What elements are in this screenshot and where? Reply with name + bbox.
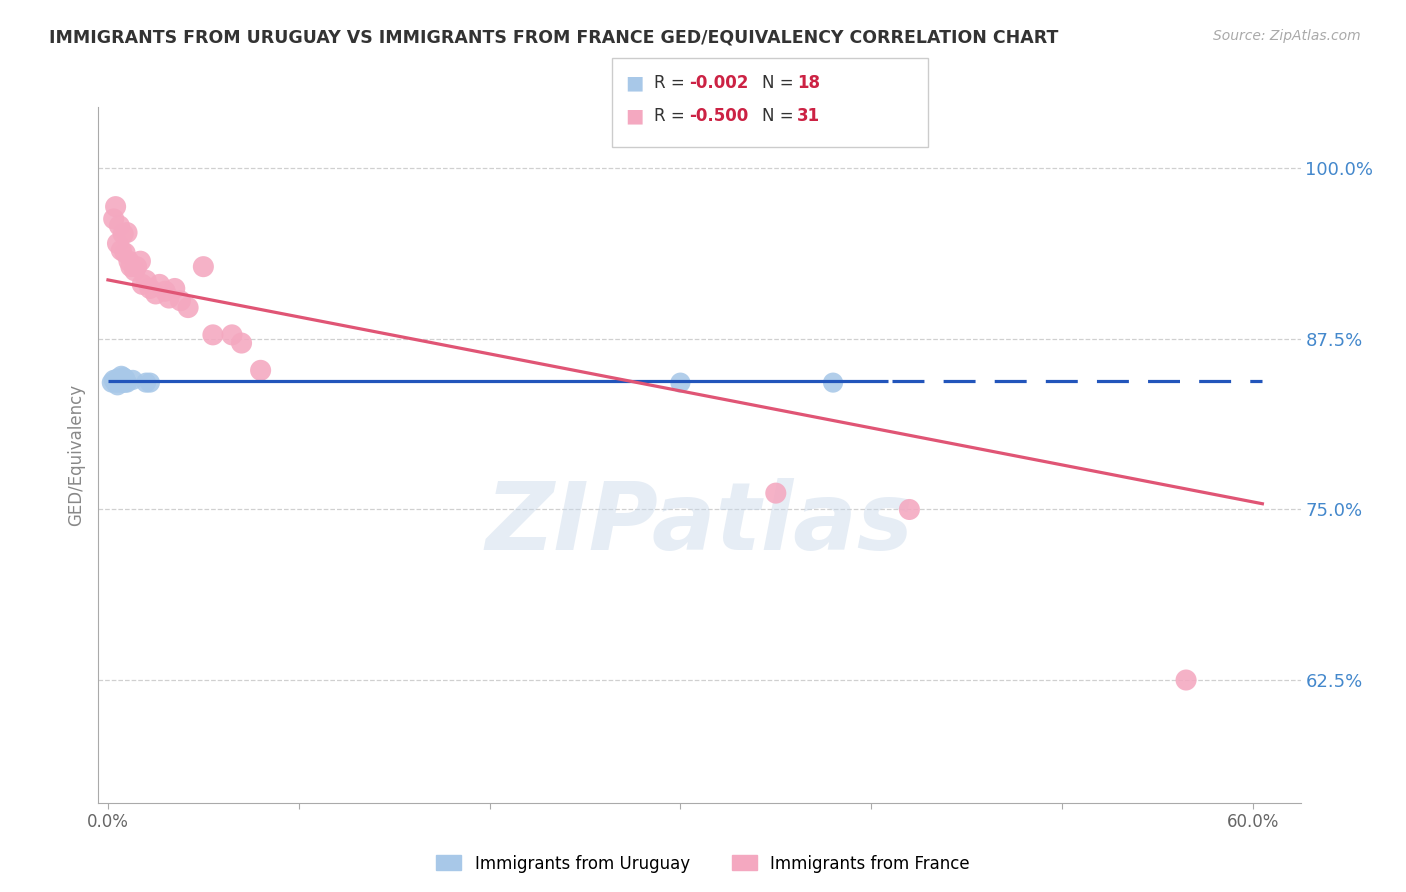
Text: N =: N = xyxy=(762,107,799,125)
Point xyxy=(139,281,162,295)
Point xyxy=(107,236,129,251)
Point xyxy=(110,373,132,387)
Point xyxy=(201,327,224,342)
Point xyxy=(118,254,141,268)
Text: ZIPatlas: ZIPatlas xyxy=(485,478,914,571)
Point xyxy=(177,301,200,315)
Point xyxy=(821,376,844,390)
Point xyxy=(108,219,131,233)
Point xyxy=(145,287,167,301)
Point xyxy=(129,254,152,268)
Point xyxy=(114,246,136,260)
Point xyxy=(148,277,170,292)
Point xyxy=(135,376,157,390)
Point xyxy=(231,336,253,351)
Point xyxy=(221,327,243,342)
Point xyxy=(104,200,127,214)
Point xyxy=(112,376,135,390)
Point xyxy=(115,376,138,390)
Point xyxy=(114,376,136,390)
Y-axis label: GED/Equivalency: GED/Equivalency xyxy=(67,384,86,526)
Text: ■: ■ xyxy=(626,73,644,93)
Point xyxy=(120,260,142,274)
Point xyxy=(121,373,143,387)
Point xyxy=(107,378,129,392)
Point xyxy=(169,293,191,308)
Point xyxy=(114,371,136,385)
Point xyxy=(110,244,132,258)
Point xyxy=(163,281,186,295)
Point xyxy=(898,502,921,516)
Point xyxy=(124,264,146,278)
Point xyxy=(107,371,129,385)
Text: 18: 18 xyxy=(797,74,820,92)
Text: -0.002: -0.002 xyxy=(689,74,748,92)
Text: IMMIGRANTS FROM URUGUAY VS IMMIGRANTS FROM FRANCE GED/EQUIVALENCY CORRELATION CH: IMMIGRANTS FROM URUGUAY VS IMMIGRANTS FR… xyxy=(49,29,1059,46)
Point xyxy=(112,370,135,384)
Point xyxy=(157,291,180,305)
Point xyxy=(103,373,125,387)
Text: R =: R = xyxy=(654,74,690,92)
Point xyxy=(101,376,124,390)
Point xyxy=(193,260,215,274)
Point xyxy=(115,226,138,240)
Text: R =: R = xyxy=(654,107,690,125)
Point xyxy=(125,260,148,274)
Text: N =: N = xyxy=(762,74,799,92)
Point xyxy=(103,211,125,226)
Point xyxy=(155,284,177,298)
Text: Source: ZipAtlas.com: Source: ZipAtlas.com xyxy=(1213,29,1361,43)
Text: -0.500: -0.500 xyxy=(689,107,748,125)
Point xyxy=(112,227,135,241)
Point xyxy=(669,376,692,390)
Point xyxy=(108,376,131,390)
Text: ■: ■ xyxy=(626,106,644,126)
Point xyxy=(131,277,153,292)
Point xyxy=(110,368,132,383)
Point xyxy=(765,486,787,500)
Point xyxy=(249,363,271,377)
Legend: Immigrants from Uruguay, Immigrants from France: Immigrants from Uruguay, Immigrants from… xyxy=(430,848,976,880)
Point xyxy=(104,376,127,390)
Point xyxy=(135,273,157,287)
Text: 31: 31 xyxy=(797,107,820,125)
Point xyxy=(1175,673,1198,687)
Point xyxy=(139,376,162,390)
